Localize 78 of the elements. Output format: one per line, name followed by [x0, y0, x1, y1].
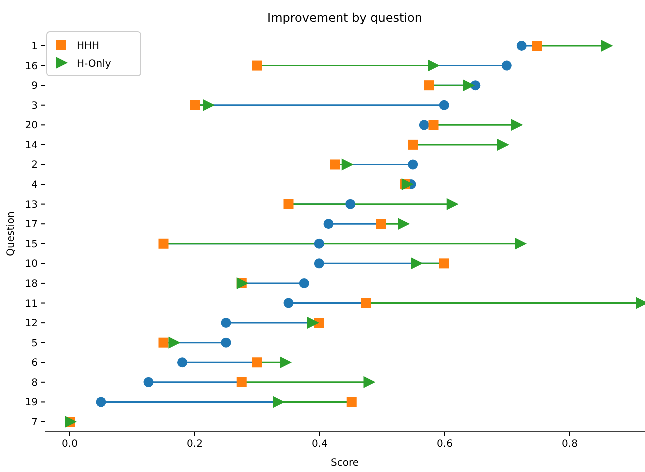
point: [308, 317, 320, 330]
point: [346, 199, 356, 210]
y-tick-label: 11: [25, 298, 38, 310]
point: [361, 298, 372, 308]
legend-label: H-Only: [77, 59, 112, 70]
x-tick-label: 0.0: [62, 439, 78, 450]
legend-label: HHH: [77, 41, 100, 52]
x-tick-label: 0.8: [562, 439, 578, 450]
point: [498, 138, 510, 151]
point: [364, 376, 376, 388]
point: [402, 178, 414, 191]
point: [221, 318, 232, 328]
point: [314, 238, 324, 249]
point: [439, 258, 450, 269]
point: [601, 40, 614, 52]
point: [144, 377, 154, 388]
y-tick-label: 16: [25, 61, 38, 72]
y-axis-title: Question: [6, 212, 17, 256]
point: [252, 358, 262, 368]
point: [342, 158, 354, 171]
y-tick-label: 6: [32, 358, 38, 370]
y-tick-label: 4: [32, 180, 38, 192]
y-tick-label: 18: [25, 278, 38, 290]
y-tick-label: 17: [25, 220, 38, 231]
x-axis-title: Score: [330, 458, 360, 469]
point: [511, 119, 524, 132]
y-tick-label: 8: [32, 378, 38, 389]
point: [515, 238, 527, 250]
y-tick-label: 14: [25, 140, 38, 152]
point: [284, 199, 294, 210]
point: [428, 120, 439, 130]
point: [158, 238, 169, 249]
x-tick-label: 0.2: [187, 439, 203, 450]
y-tick-label: 15: [25, 239, 38, 250]
point: [408, 160, 418, 170]
point: [190, 100, 200, 110]
point: [428, 60, 440, 72]
y-tick-label: 7: [32, 418, 38, 428]
point: [411, 258, 424, 270]
point: [280, 356, 292, 369]
point: [221, 338, 232, 348]
chart-title: Improvement by question: [268, 11, 422, 25]
point: [516, 41, 527, 51]
point: [419, 120, 430, 130]
point: [424, 80, 434, 91]
point: [203, 99, 216, 112]
point: [330, 160, 340, 170]
point: [168, 336, 181, 349]
point: [178, 358, 188, 368]
point: [96, 397, 106, 408]
y-tick-label: 9: [32, 81, 38, 92]
point: [502, 60, 512, 71]
point: [236, 377, 247, 388]
point: [532, 41, 542, 51]
point: [314, 258, 324, 269]
y-tick-label: 1: [32, 42, 38, 52]
y-tick-label: 20: [25, 120, 38, 132]
y-tick-label: 2: [32, 160, 38, 172]
point: [252, 60, 262, 71]
y-tick-label: 10: [25, 259, 38, 270]
y-tick-label: 13: [25, 200, 38, 211]
point: [376, 219, 386, 230]
point: [408, 140, 418, 150]
point: [299, 278, 310, 288]
point: [324, 219, 334, 230]
point: [398, 218, 410, 230]
x-tick-label: 0.6: [437, 439, 453, 450]
y-tick-label: 3: [32, 100, 38, 112]
point: [463, 80, 476, 92]
point: [346, 397, 357, 408]
point: [439, 100, 450, 110]
y-tick-label: 5: [32, 338, 38, 350]
x-tick-label: 0.4: [312, 439, 328, 450]
y-tick-label: 12: [25, 318, 38, 330]
point: [284, 298, 294, 308]
point: [158, 338, 169, 348]
y-tick-label: 19: [25, 398, 38, 409]
point: [446, 198, 459, 210]
